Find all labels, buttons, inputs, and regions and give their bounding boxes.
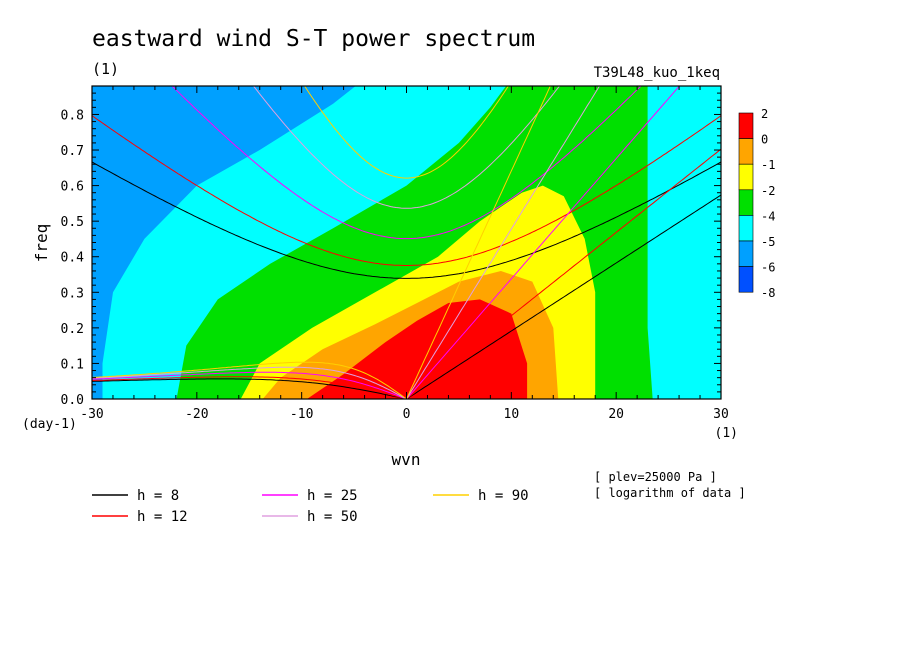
colorbar-swatch: [738, 112, 754, 139]
gravity-wave-line: [171, 86, 642, 240]
colorbar-swatch: [738, 189, 754, 216]
y-tick-label: 0.5: [61, 215, 84, 230]
x-tick-label: 10: [504, 407, 520, 422]
y-tick-label: 0.3: [61, 286, 84, 301]
axis-ticks: [91, 86, 722, 400]
chart-title: eastward wind S-T power spectrum: [92, 26, 535, 52]
experiment-label: T39L48_kuo_1keq: [594, 65, 720, 81]
colorbar-label: -6: [761, 261, 775, 275]
y-tick-label: 0.7: [61, 144, 84, 159]
gravity-wave-line: [92, 115, 721, 266]
colorbar-label: -4: [761, 209, 775, 223]
colorbar-label: 2: [761, 107, 768, 121]
gravity-wave-line: [304, 86, 509, 179]
curve-legend: h = 8 h = 12 h = 25 h = 50 h = 90: [92, 488, 529, 525]
y-tick-label: 0.0: [61, 393, 84, 408]
x-tick-label: -10: [290, 407, 313, 422]
kelvin-wave-line: [406, 86, 601, 399]
colorbar-swatch: [738, 215, 754, 242]
legend-label: h = 25: [307, 488, 358, 504]
x-tick-label: 0: [403, 407, 411, 422]
y-tick-label: 0.1: [61, 357, 84, 372]
y-tick-label: 0.8: [61, 108, 84, 123]
field-minus6: [92, 86, 356, 399]
x-tick-label: 20: [608, 407, 624, 422]
y-tick-label: 0.2: [61, 322, 84, 337]
colorbar-swatch: [738, 163, 754, 191]
plot-area: [91, 85, 722, 400]
chart-subtitle: (1): [92, 60, 119, 78]
note-log: [ logarithm of data ]: [594, 486, 746, 500]
dispersion-curves: [92, 86, 721, 399]
colorbar-swatch: [738, 240, 754, 267]
colorbar-swatch: [738, 138, 754, 165]
colorbar-label: -2: [761, 184, 775, 198]
colorbar-label: -8: [761, 286, 775, 300]
x-tick-labels: -30 -20 -10 0 10 20 30: [80, 407, 729, 422]
kelvin-wave-line: [406, 86, 551, 399]
note-plev: [ plev=25000 Pa ]: [594, 470, 717, 484]
rossby-wave-line: [92, 371, 407, 399]
x-tick-label: -20: [185, 407, 208, 422]
y-tick-label: 0.4: [61, 251, 85, 266]
rossby-wave-line: [92, 366, 407, 399]
colorbar-label: -1: [761, 158, 775, 172]
rossby-wave-line: [92, 376, 407, 399]
rossby-wave-line: [92, 378, 407, 399]
kelvin-wave-line: [406, 194, 721, 399]
rossby-wave-line: [92, 361, 407, 399]
kelvin-wave-line: [406, 148, 721, 399]
colorbar: 2 0 -1 -2 -4 -5 -6 -8: [738, 107, 775, 300]
y-axis-label: freq: [32, 224, 51, 263]
y-tick-labels: 0.0 0.1 0.2 0.3 0.4 0.5 0.6 0.7 0.8: [61, 108, 85, 408]
legend-label: h = 8: [137, 488, 179, 504]
x-tick-label: 30: [713, 407, 729, 422]
legend-label: h = 50: [307, 509, 358, 525]
x-axis-unit: (1): [715, 426, 738, 441]
colorbar-swatch: [738, 266, 754, 293]
x-tick-label: -30: [80, 407, 103, 422]
legend-label: h = 12: [137, 509, 188, 525]
colorbar-label: -5: [761, 235, 775, 249]
gravity-wave-line: [252, 86, 561, 209]
colorbar-label: 0: [761, 133, 768, 147]
gravity-wave-line: [92, 161, 721, 279]
y-tick-label: 0.6: [61, 180, 84, 195]
x-axis-label: wvn: [392, 450, 421, 469]
contour-fields: [92, 86, 653, 399]
y-axis-unit: (day-1): [22, 417, 77, 432]
legend-label: h = 90: [478, 488, 529, 504]
kelvin-wave-line: [406, 86, 681, 399]
